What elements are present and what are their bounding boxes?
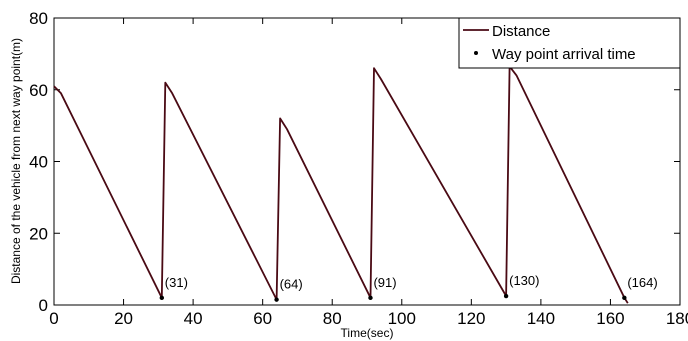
annotation-layer: (31) (64) (91) (130) (164) — [165, 273, 658, 292]
x-tick-label: 160 — [596, 309, 624, 328]
arrival-time-annotation: (91) — [373, 275, 396, 290]
x-tick-label: 120 — [457, 309, 485, 328]
legend-label-waypoint: Way point arrival time — [492, 46, 636, 63]
y-axis-label: Distance of the vehicle from next way po… — [9, 38, 23, 284]
legend: Distance Way point arrival time — [458, 17, 681, 69]
y-axis-ticks: 0 20 40 60 80 — [29, 9, 680, 315]
x-tick-label: 80 — [323, 309, 342, 328]
markers-layer — [159, 293, 627, 302]
x-tick-label: 100 — [388, 309, 416, 328]
waypoint-marker — [159, 295, 165, 301]
y-tick-label: 0 — [39, 296, 48, 315]
series-line-distance — [53, 65, 629, 304]
x-tick-label: 40 — [184, 309, 203, 328]
y-tick-label: 20 — [29, 224, 48, 243]
x-tick-label: 20 — [114, 309, 133, 328]
legend-label-distance: Distance — [492, 23, 550, 40]
x-axis-label: Time(sec) — [341, 326, 394, 340]
x-axis-ticks: 0 20 40 60 80 100 120 140 160 180 — [49, 18, 688, 328]
waypoint-marker — [274, 297, 279, 302]
legend-marker-swatch — [474, 51, 478, 55]
legend-box — [458, 17, 681, 69]
arrival-time-annotation: (64) — [280, 277, 303, 292]
arrival-time-annotation: (130) — [509, 273, 539, 288]
y-tick-label: 80 — [29, 9, 48, 28]
x-tick-label: 140 — [527, 309, 555, 328]
arrival-time-annotation: (31) — [165, 275, 188, 290]
arrival-time-annotation: (164) — [627, 275, 657, 290]
x-tick-label: 0 — [49, 309, 58, 328]
waypoint-marker — [622, 295, 627, 301]
waypoint-marker — [368, 295, 373, 301]
x-tick-label: 180 — [666, 309, 688, 328]
series-layer — [53, 65, 629, 304]
y-tick-label: 40 — [29, 153, 48, 172]
waypoint-marker — [503, 293, 509, 299]
y-tick-label: 60 — [29, 81, 48, 100]
x-tick-label: 60 — [253, 309, 272, 328]
